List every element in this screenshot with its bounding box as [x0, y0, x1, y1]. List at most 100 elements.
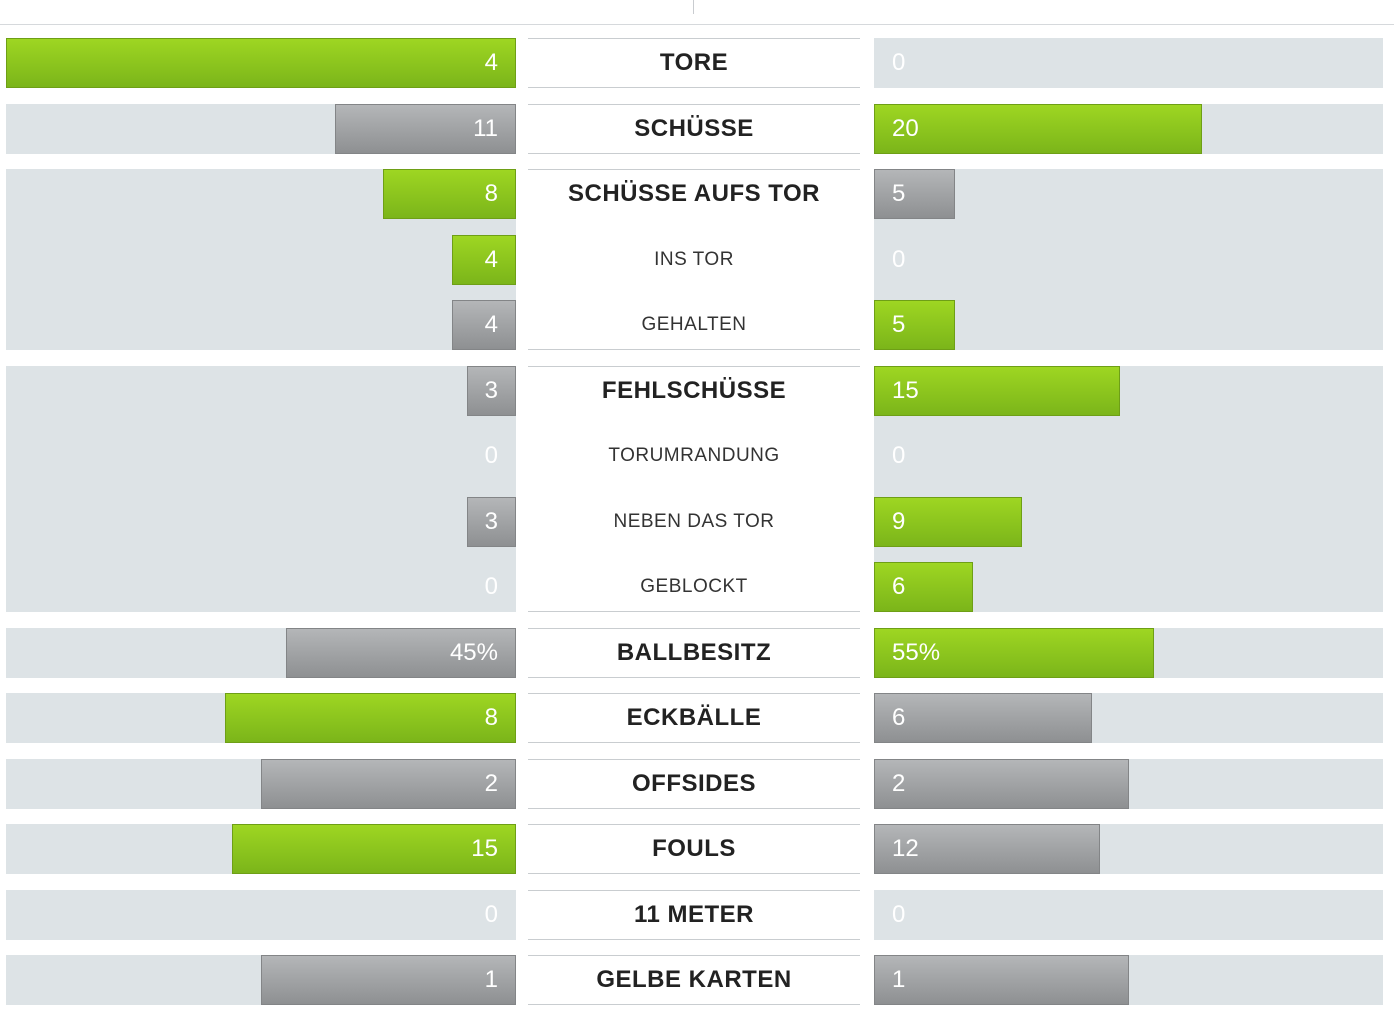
- right-stat-value: 0: [892, 901, 906, 928]
- left-stat-bar: [225, 693, 516, 743]
- left-team-track: [6, 890, 516, 940]
- left-stat-cell: 0: [6, 890, 516, 940]
- right-stat-cell: 55%: [874, 628, 1383, 678]
- right-stat-value: 0: [892, 442, 906, 469]
- right-stat-cell: 5: [874, 169, 1383, 219]
- stat-separator: [528, 349, 860, 350]
- left-stat-value: 0: [484, 573, 498, 600]
- left-stat-value: 1: [484, 966, 498, 993]
- stat-label: 11 METER: [633, 901, 755, 928]
- right-stat-cell: 0: [874, 431, 1383, 481]
- stat-label: TORUMRANDUNG: [608, 445, 780, 466]
- stat-separator: [528, 677, 860, 678]
- right-stat-cell: 0: [874, 235, 1383, 285]
- stat-separator: [528, 87, 860, 88]
- left-stat-bar: [232, 824, 516, 874]
- right-stat-bar: [874, 824, 1100, 874]
- right-stat-value: 6: [892, 704, 906, 731]
- right-stat-bar: [874, 104, 1202, 154]
- right-stat-value: 15: [892, 377, 919, 404]
- right-stat-bar: [874, 955, 1129, 1005]
- right-team-track: [874, 169, 1383, 350]
- left-stat-value: 3: [484, 508, 498, 535]
- left-stat-cell: 3: [6, 497, 516, 547]
- right-stat-bar: [874, 759, 1129, 809]
- right-stat-value: 0: [892, 49, 906, 76]
- left-stat-value: 4: [484, 246, 498, 273]
- right-stat-bar: [874, 366, 1120, 416]
- left-stat-value: 8: [484, 704, 498, 731]
- stat-separator: [528, 808, 860, 809]
- stat-separator: [528, 824, 860, 825]
- right-stat-cell: 1: [874, 955, 1383, 1005]
- right-stat-cell: 0: [874, 38, 1383, 88]
- stat-label: INS TOR: [654, 249, 734, 270]
- right-stat-value: 0: [892, 246, 906, 273]
- left-stat-value: 0: [484, 901, 498, 928]
- stat-separator: [528, 611, 860, 612]
- stat-label: SCHÜSSE: [634, 115, 754, 142]
- right-team-track: [874, 38, 1383, 88]
- left-stat-value: 15: [471, 835, 498, 862]
- left-stat-bar: [467, 497, 516, 547]
- right-stat-cell: 12: [874, 824, 1383, 874]
- left-stat-value: 3: [484, 377, 498, 404]
- right-stat-bar: [874, 562, 973, 612]
- stat-separator: [528, 153, 860, 154]
- left-team-track: [6, 366, 516, 612]
- stat-separator: [528, 742, 860, 743]
- left-stat-cell: 4: [6, 38, 516, 88]
- right-stat-bar: [874, 169, 955, 219]
- left-stat-cell: 15: [6, 824, 516, 874]
- left-stat-bar: [452, 235, 516, 285]
- stat-label: OFFSIDES: [631, 770, 756, 797]
- stat-separator: [528, 890, 860, 891]
- stat-separator: [528, 955, 860, 956]
- stat-label: GELBE KARTEN: [596, 966, 792, 993]
- left-stat-value: 2: [484, 770, 498, 797]
- right-stat-value: 20: [892, 115, 919, 142]
- right-stat-bar: [874, 497, 1022, 547]
- right-stat-value: 6: [892, 573, 906, 600]
- stat-separator: [528, 169, 860, 170]
- left-stat-bar: [286, 628, 516, 678]
- left-stat-cell: 4: [6, 235, 516, 285]
- left-stat-value: 11: [473, 115, 498, 142]
- right-stat-bar: [874, 693, 1092, 743]
- left-stat-cell: 0: [6, 562, 516, 612]
- stat-separator: [528, 759, 860, 760]
- left-stat-value: 8: [484, 180, 498, 207]
- left-stat-bar: [452, 300, 516, 350]
- right-stat-cell: 6: [874, 693, 1383, 743]
- stat-label: BALLBESITZ: [616, 639, 772, 666]
- right-stat-cell: 20: [874, 104, 1383, 154]
- stat-separator: [528, 38, 860, 39]
- top-divider-bar: [0, 0, 1394, 25]
- right-stat-cell: 15: [874, 366, 1383, 416]
- stat-label: GEHALTEN: [641, 314, 747, 335]
- right-stat-value: 5: [892, 180, 906, 207]
- stat-label: ECKBÄLLE: [626, 704, 762, 731]
- right-stat-value: 55%: [892, 639, 941, 666]
- left-stat-value: 0: [484, 442, 498, 469]
- right-stat-cell: 5: [874, 300, 1383, 350]
- left-stat-cell: 4: [6, 300, 516, 350]
- left-stat-bar: [6, 38, 516, 88]
- right-stat-value: 9: [892, 508, 906, 535]
- stat-separator: [528, 104, 860, 105]
- left-stat-bar: [261, 759, 516, 809]
- left-stat-bar: [261, 955, 516, 1005]
- stat-separator: [528, 873, 860, 874]
- left-stat-bar: [335, 104, 516, 154]
- stat-label: SCHÜSSE AUFS TOR: [567, 180, 821, 207]
- right-stat-bar: [874, 300, 955, 350]
- right-team-track: [874, 890, 1383, 940]
- right-stat-value: 12: [892, 835, 919, 862]
- stat-label: GEBLOCKT: [640, 576, 748, 597]
- left-stat-bar: [467, 366, 516, 416]
- left-stat-value: 4: [484, 311, 498, 338]
- left-stat-cell: 0: [6, 431, 516, 481]
- left-stat-cell: 45%: [6, 628, 516, 678]
- left-stat-cell: 8: [6, 169, 516, 219]
- stat-label: NEBEN DAS TOR: [613, 511, 775, 532]
